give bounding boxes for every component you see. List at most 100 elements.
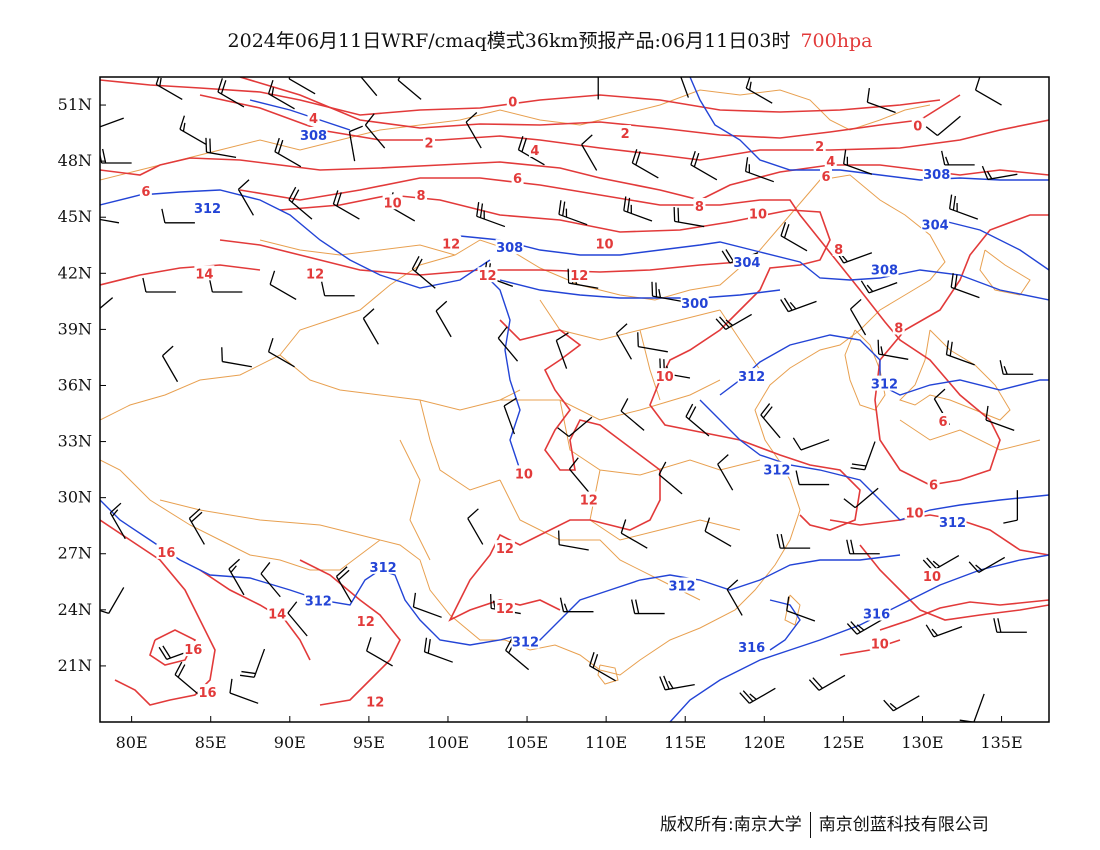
barb-staff <box>674 220 705 228</box>
barb-feather <box>567 268 570 284</box>
barb-feather <box>349 125 363 133</box>
wind-barb <box>925 624 963 638</box>
lat-tick-label: 36N <box>58 375 92 394</box>
wind-barb <box>465 111 482 149</box>
barb-feather <box>589 652 595 667</box>
barb-staff <box>680 77 689 98</box>
barb-feather <box>1003 366 1008 375</box>
wind-barb <box>321 281 355 297</box>
barb-staff <box>253 648 266 678</box>
barb-feather <box>321 281 326 296</box>
barb-feather <box>435 300 448 312</box>
height-label-bg <box>870 375 899 391</box>
height-label-bg <box>737 368 766 384</box>
temperature-label: 6 <box>821 170 830 185</box>
barb-feather <box>568 457 579 470</box>
height-contour-312s <box>100 499 901 646</box>
barb-staff <box>555 340 568 369</box>
wind-barb <box>623 196 653 222</box>
temperature-label-bg <box>904 504 925 520</box>
barb-staff <box>100 218 120 224</box>
temperature-label: 12 <box>366 695 384 710</box>
barb-staff <box>788 300 817 313</box>
footer-separator <box>809 812 811 838</box>
barb-feather <box>631 149 638 164</box>
china-outline <box>100 174 946 676</box>
barb-feather <box>423 637 428 653</box>
barb-feather <box>843 498 856 509</box>
barb-feather <box>1003 519 1018 524</box>
barb-feather <box>866 284 874 292</box>
barb-feather <box>926 557 937 570</box>
temperature-label: 14 <box>195 267 213 282</box>
temperature-label: 8 <box>894 322 903 337</box>
barb-staff <box>690 164 718 181</box>
temperature-label-bg <box>307 110 320 126</box>
barb-feather <box>626 197 631 213</box>
barb-staff <box>268 93 295 110</box>
wind-barb <box>332 190 360 220</box>
barb-staff <box>932 555 960 572</box>
barb-staff <box>435 310 452 338</box>
barb-staff <box>868 282 898 294</box>
barb-feather <box>162 345 174 357</box>
height-label: 316 <box>738 641 765 656</box>
wind-barb <box>335 566 353 603</box>
temperature-label: 12 <box>357 615 375 630</box>
temperature-label: 10 <box>923 570 941 585</box>
barb-feather <box>581 134 593 145</box>
height-label-bg <box>737 639 766 655</box>
height-label: 312 <box>370 561 397 576</box>
temperature-label-bg <box>511 169 524 185</box>
temp-contour-8 <box>239 177 1049 486</box>
barb-feather <box>111 509 119 517</box>
wind-barb <box>715 313 752 330</box>
barb-feather <box>497 326 508 339</box>
barb-feather <box>555 332 569 342</box>
temperature-label: 12 <box>442 237 460 252</box>
barb-feather <box>889 702 898 710</box>
wind-barb <box>348 125 363 162</box>
barb-feather <box>677 207 680 223</box>
temperature-label: 8 <box>834 243 843 258</box>
barb-staff <box>335 576 353 603</box>
wind-barb <box>925 115 961 137</box>
temperature-label-bg <box>892 319 905 335</box>
barb-feather <box>739 692 750 704</box>
wind-barb <box>945 340 975 366</box>
barb-feather <box>162 645 172 659</box>
wind-barb <box>142 277 176 293</box>
barb-staff <box>843 252 873 264</box>
temperature-label-bg <box>197 684 218 700</box>
barb-feather <box>986 171 993 180</box>
wind-barb <box>941 150 975 166</box>
height-contour-316 <box>669 554 1049 722</box>
wind-barb <box>726 579 743 616</box>
barb-staff <box>411 268 436 289</box>
temperature-label: 2 <box>621 127 630 142</box>
height-label: 316 <box>863 608 890 623</box>
barb-staff <box>749 687 776 704</box>
barb-feather <box>109 502 122 514</box>
wind-barb <box>568 457 590 493</box>
temperature-label-bg <box>824 153 837 169</box>
barb-staff <box>229 692 259 704</box>
temperature-label: 12 <box>496 602 514 617</box>
barb-feather <box>267 337 274 352</box>
barb-feather <box>414 258 423 272</box>
wind-barb <box>559 597 594 613</box>
temperature-label-bg <box>927 476 940 492</box>
barb-staff <box>704 530 732 547</box>
temperature-label-bg <box>382 194 403 210</box>
height-contour-300 <box>499 279 781 299</box>
barb-staff <box>287 612 308 637</box>
wind-barb <box>968 556 1006 574</box>
lat-tick-label: 42N <box>58 263 92 282</box>
height-label-bg <box>511 633 540 649</box>
barb-staff <box>465 121 482 149</box>
wind-barb <box>690 151 718 181</box>
barb-feather <box>274 137 280 152</box>
barb-feather <box>850 467 865 471</box>
temperature-label: 4 <box>530 144 539 159</box>
temperature-label-bg <box>156 543 177 559</box>
